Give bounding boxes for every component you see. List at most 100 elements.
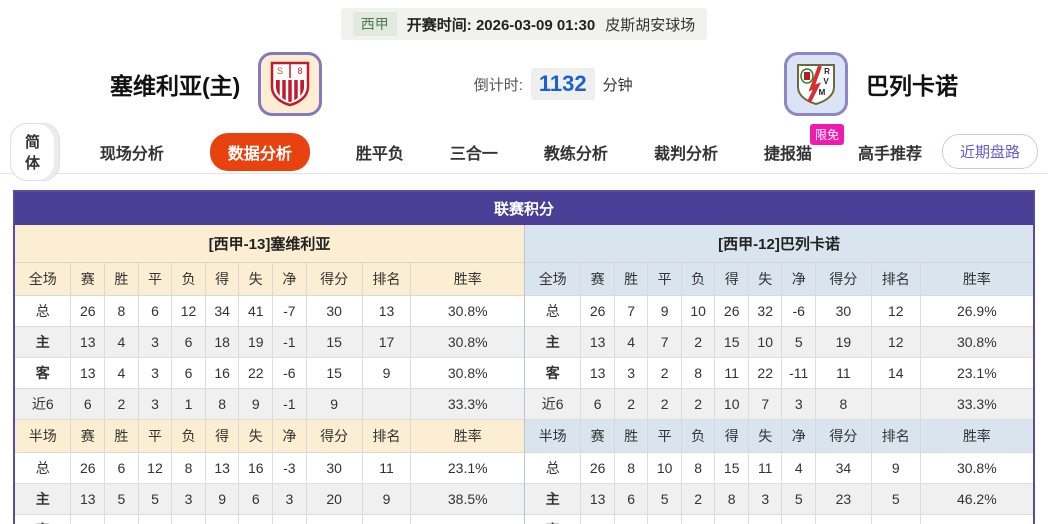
- stat-cell: 11: [714, 357, 749, 389]
- column-header: 平: [137, 419, 173, 453]
- stat-cell: 30.8%: [410, 295, 524, 327]
- away-stat-table: 全场赛胜平负得失净得分 排名 胜率总 26 7 9 10 26 32 -6 30 12 26.9% 主 13…: [525, 263, 1033, 524]
- recent-odds-button[interactable]: 近期盘路: [941, 134, 1038, 169]
- stat-cell: 12: [870, 326, 921, 358]
- stat-cell: 15: [714, 326, 749, 358]
- stat-cell: 26: [580, 452, 615, 484]
- stat-cell: 7: [747, 388, 783, 420]
- stat-cell: 10: [680, 295, 716, 327]
- stat-cell: 3: [781, 388, 816, 420]
- nav-tab[interactable]: 教练分析: [543, 145, 608, 163]
- stat-cell: 2: [613, 514, 649, 524]
- stat-cell: 13: [580, 326, 615, 358]
- stat-cell: 5: [781, 483, 816, 515]
- countdown-label: 倒计时:: [473, 76, 523, 94]
- stat-cell: 20: [305, 483, 363, 515]
- nav-tab[interactable]: 捷报猫 限免: [764, 123, 844, 171]
- column-header: 胜率: [410, 263, 524, 296]
- column-header: 全场: [525, 263, 582, 296]
- nav-tab[interactable]: 数据分析: [209, 132, 310, 171]
- column-header: 得分: [305, 419, 363, 453]
- nav-tab[interactable]: 三合一: [449, 145, 498, 163]
- svg-text:S: S: [277, 66, 283, 76]
- stat-cell: 3: [272, 483, 307, 515]
- stat-cell: 32: [747, 295, 783, 327]
- stat-cell: 22: [238, 357, 274, 389]
- lang-simplified[interactable]: 简体: [11, 123, 55, 180]
- stat-cell: 10: [238, 514, 274, 524]
- stat-cell: 11: [870, 514, 921, 524]
- row-label: 主: [525, 326, 582, 358]
- stat-cell: 13: [361, 295, 412, 327]
- limited-free-badge: 限免: [809, 123, 844, 145]
- stat-cell: 26.9%: [919, 295, 1033, 327]
- nav-tab[interactable]: 高手推荐: [857, 145, 922, 163]
- column-header: 胜率: [919, 419, 1033, 453]
- stat-cell: 18: [204, 326, 240, 358]
- stat-cell: 7: [613, 295, 649, 327]
- league-points-title: 联赛积分: [15, 192, 1033, 225]
- nav-tabs: 现场分析 数据分析 胜平负 三合一 教练分析 裁判分析 捷报猫 限免 高手推荐: [99, 123, 922, 171]
- stat-row: 客1325678-1111115.4%: [525, 514, 1033, 524]
- column-header: 半场: [15, 419, 72, 453]
- home-stats-table: [西甲-13]塞维利亚 全场赛胜平负得失净得分 排名 胜率总 26 8 6 12 34 41 -7…: [15, 225, 524, 524]
- home-stat-table: 全场赛胜平负得失净得分 排名 胜率总 26 8 6 12 34 41 -7 30 13 30.8% 主 13…: [15, 263, 524, 524]
- column-header: 胜: [104, 419, 139, 453]
- away-team-name: 巴列卡诺: [866, 73, 958, 99]
- column-header: 得分: [305, 263, 363, 296]
- nav-tab[interactable]: 现场分析: [99, 145, 164, 163]
- column-header: 排名: [870, 263, 921, 296]
- stat-row: 总 26 8 6 12 34 41 -7 30 13 30.8%: [15, 295, 524, 327]
- stat-cell: -11: [781, 357, 816, 389]
- stat-cell: 46.2%: [919, 483, 1033, 515]
- stat-cell: 23.1%: [919, 357, 1033, 389]
- stat-cell: 26: [70, 452, 106, 484]
- stat-cell: 8: [104, 295, 139, 327]
- teams-row: 塞维利亚(主) S 8 倒计时: 1132 分钟 R V: [0, 40, 1048, 130]
- stat-cell: 13: [70, 357, 106, 389]
- stat-cell: 23.1%: [410, 452, 524, 484]
- stat-cell: 26: [714, 295, 749, 327]
- column-header: 净: [272, 419, 307, 453]
- language-toggle[interactable]: 简体 繁体: [10, 122, 60, 181]
- column-header: 赛: [70, 419, 106, 453]
- nav-tab[interactable]: 裁判分析: [653, 145, 718, 163]
- stat-cell: 1: [171, 388, 206, 420]
- stat-cell: 13: [204, 452, 240, 484]
- stat-cell: -7: [272, 295, 307, 327]
- stat-cell: 2: [104, 388, 139, 420]
- stat-cell: 10: [647, 452, 682, 484]
- stat-cell: 6: [70, 388, 106, 420]
- stat-cell: -3: [272, 452, 307, 484]
- stat-cell: 6: [238, 483, 274, 515]
- nav-tab[interactable]: 胜平负: [355, 145, 404, 163]
- column-header: 赛: [580, 419, 615, 453]
- stat-cell: 6: [137, 295, 173, 327]
- row-label: 客: [15, 514, 72, 524]
- svg-text:M: M: [819, 88, 826, 97]
- stat-cell: 33.3%: [410, 388, 524, 420]
- stat-cell: 33.3%: [919, 388, 1033, 420]
- stat-cell: 9: [647, 295, 682, 327]
- column-header: 得分: [814, 419, 872, 453]
- stat-cell: -6: [272, 357, 307, 389]
- column-header-row: 半场赛胜平负得失净得分 排名 胜率: [525, 419, 1033, 453]
- stat-cell: 30.8%: [919, 452, 1033, 484]
- stat-cell: 6: [680, 514, 716, 524]
- stat-cell: 30.8%: [410, 326, 524, 358]
- column-header: 负: [680, 263, 716, 296]
- column-header: 净: [781, 419, 816, 453]
- stat-cell: 1: [104, 514, 139, 524]
- stat-cell: 26: [580, 295, 615, 327]
- stat-cell: 6: [104, 452, 139, 484]
- stat-cell: 6: [171, 326, 206, 358]
- stat-cell: 4: [104, 326, 139, 358]
- stat-row: 客13175410-610157.7%: [15, 514, 524, 524]
- lang-traditional[interactable]: 繁体: [54, 124, 59, 180]
- row-label: 客: [15, 357, 72, 389]
- stat-cell: 8: [814, 388, 872, 420]
- stat-cell: 8: [171, 452, 206, 484]
- stat-cell: 30.8%: [919, 326, 1033, 358]
- kickoff-time: 开赛时间: 2026-03-09 01:30: [407, 14, 595, 35]
